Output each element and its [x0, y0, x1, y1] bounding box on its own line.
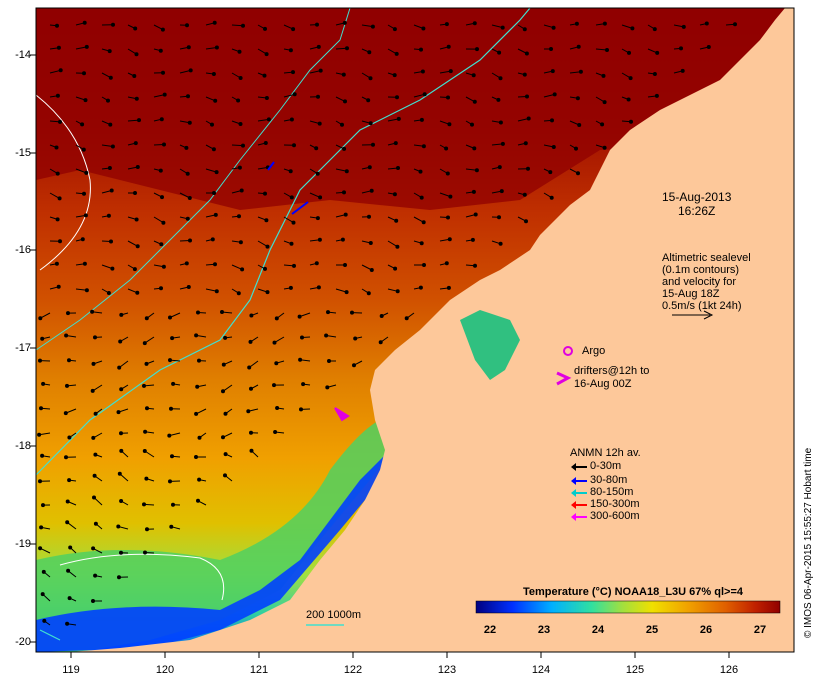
legend-item: 30-80m	[590, 474, 628, 486]
altimetry-note: 0.5m/s (1kt 24h)	[662, 300, 742, 312]
depth-contour-label: 200 1000m	[306, 609, 362, 621]
altimetry-note: 15-Aug 18Z	[662, 288, 720, 300]
velocity-arrows	[37, 20, 737, 626]
mooring-arrow-blue-2	[291, 201, 309, 215]
drifters-label: 16-Aug 00Z	[574, 378, 632, 390]
contour-200m	[35, 7, 531, 641]
argo-marker	[563, 346, 573, 356]
drifters-label: drifters@12h to	[574, 365, 650, 377]
lon-tick-label: 123	[437, 664, 457, 676]
colorbar-tick: 24	[591, 624, 605, 636]
legend-item: 80-150m	[590, 486, 634, 498]
altimetry-note: (0.1m contours)	[662, 264, 740, 276]
legend-item: 300-600m	[590, 510, 640, 522]
colorbar-title: Temperature (°C) NOAA18_L3U 67% ql>=4	[523, 586, 743, 598]
date-label: 15-Aug-2013	[662, 190, 732, 204]
lat-tick-label: -18	[15, 440, 31, 452]
lon-tick-label: 119	[62, 664, 80, 676]
lon-tick-label: 120	[155, 664, 175, 676]
lat-tick-label: -16	[15, 244, 31, 256]
legend-arrow-black	[571, 463, 587, 471]
legend-item: 0-30m	[590, 460, 622, 472]
warm-water-patch	[36, 8, 790, 210]
colorbar-tick: 25	[645, 624, 659, 636]
king-sound-inlet	[460, 310, 520, 380]
sealevel-contour	[35, 94, 91, 271]
axis-ticks	[30, 54, 730, 658]
lon-tick-label: 124	[531, 664, 551, 676]
lat-tick-label: -19	[15, 538, 31, 550]
legend-title: ANMN 12h av.	[570, 447, 641, 459]
cool-coastal-band	[36, 420, 390, 652]
argo-label: Argo	[582, 345, 606, 357]
contour-1000m	[35, 7, 351, 351]
imos-credit: © IMOS 06-Apr-2015 15:55:27 Hobart time	[803, 447, 814, 638]
legend-item: 150-300m	[590, 498, 640, 510]
lon-tick-label: 125	[625, 664, 645, 676]
cold-coastal-band	[36, 455, 390, 652]
mooring-arrow-blue	[267, 161, 275, 171]
legend-arrow-red	[571, 501, 587, 509]
altimetry-note: Altimetric sealevel	[662, 252, 751, 264]
australian-landmass	[70, 8, 794, 652]
legend-arrow-cyan	[571, 489, 587, 497]
altimetry-note: and velocity for	[662, 276, 736, 288]
sealevel-contour-2	[59, 553, 225, 601]
drifter-marker	[556, 371, 572, 386]
lon-tick-label: 122	[343, 664, 363, 676]
lat-tick-label: -15	[15, 147, 31, 159]
legend-arrow-blue	[571, 477, 587, 485]
lat-tick-label: -20	[15, 636, 31, 648]
colorbar-tick: 27	[753, 624, 767, 636]
time-label: 16:26Z	[678, 204, 716, 218]
colorbar	[475, 600, 781, 614]
lat-tick-label: -17	[15, 342, 31, 354]
lat-tick-label: -14	[15, 49, 31, 61]
legend-arrow-magenta	[571, 513, 587, 521]
map-border	[35, 7, 795, 653]
colorbar-tick: 23	[537, 624, 551, 636]
lon-tick-label: 121	[249, 664, 269, 676]
lon-tick-label: 126	[719, 664, 739, 676]
drifter-track	[334, 407, 350, 422]
colorbar-tick: 22	[483, 624, 497, 636]
colorbar-tick: 26	[699, 624, 713, 636]
velocity-scale-arrow	[672, 310, 714, 320]
